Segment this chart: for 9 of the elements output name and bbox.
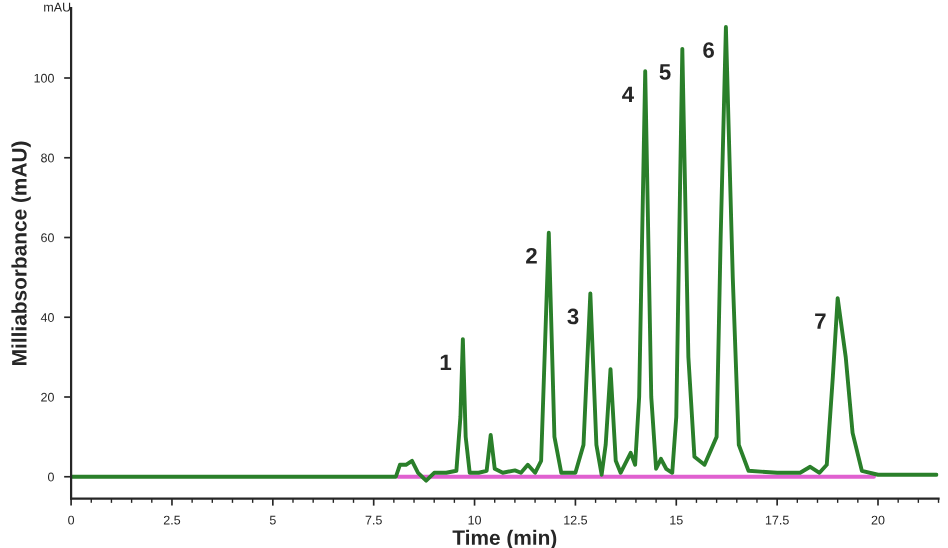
annotation: 7: [815, 313, 826, 329]
annotation: 6: [703, 42, 714, 58]
annotation: 2: [526, 247, 537, 264]
y-axis-title: Milliabsorbance (mAU): [11, 141, 31, 365]
line-series: [71, 25, 939, 483]
annotation: 5: [659, 64, 671, 80]
annotation: 4: [622, 86, 634, 102]
annotation: 1: [440, 354, 452, 370]
annotation: 3: [567, 308, 579, 325]
